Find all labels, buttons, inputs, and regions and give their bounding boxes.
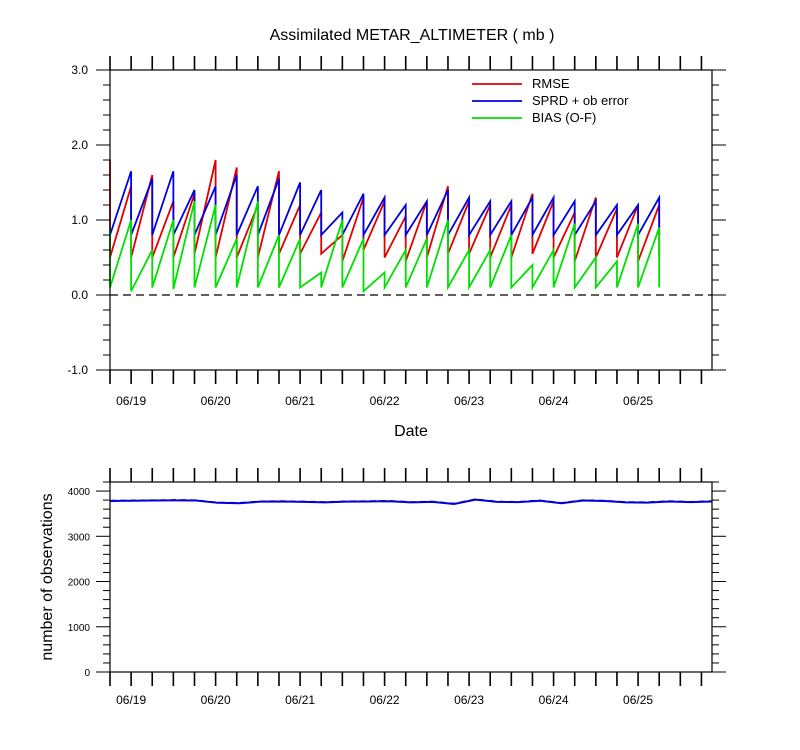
bottom-x-tick-label: 06/24 xyxy=(539,693,569,707)
series-line-bias xyxy=(109,201,661,294)
x-axis-label: Date xyxy=(394,423,428,440)
bottom-x-tick-label: 06/21 xyxy=(285,693,315,707)
top-x-tick-label: 06/19 xyxy=(116,394,146,408)
bottom-y-tick-label: 1000 xyxy=(68,623,91,634)
bottom-y-tick-label: 4000 xyxy=(68,487,91,498)
top-y-tick-label: 3.0 xyxy=(71,63,88,77)
top-tick-group xyxy=(96,56,726,384)
y-axis-label-observations: number of observations xyxy=(39,493,56,660)
bottom-y-tick-labels: 0 1000 2000 3000 4000 xyxy=(68,487,91,679)
bottom-tick-group xyxy=(96,468,726,686)
top-x-tick-label: 06/21 xyxy=(285,394,315,408)
top-y-tick-label: 2.0 xyxy=(71,138,88,152)
top-x-tick-label: 06/25 xyxy=(623,394,653,408)
bottom-x-tick-label: 06/25 xyxy=(623,693,653,707)
bottom-x-tick-labels: 06/19 06/20 06/21 06/22 06/23 06/24 06/25 xyxy=(116,693,653,707)
bottom-y-tick-label: 0 xyxy=(84,668,90,679)
legend-label-sprd: SPRD + ob error xyxy=(532,93,629,108)
legend-label-rmse: RMSE xyxy=(532,76,570,91)
top-x-tick-label: 06/22 xyxy=(370,394,400,408)
top-y-tick-label: -1.0 xyxy=(67,363,88,377)
top-x-tick-label: 06/20 xyxy=(201,394,231,408)
legend: RMSE SPRD + ob error BIAS (O-F) xyxy=(472,76,629,125)
legend-label-bias: BIAS (O-F) xyxy=(532,110,596,125)
bottom-series-group xyxy=(109,498,713,505)
series-line-sprd xyxy=(109,170,661,239)
bottom-x-tick-label: 06/19 xyxy=(116,693,146,707)
bottom-x-tick-label: 06/22 xyxy=(370,693,400,707)
bottom-x-tick-label: 06/20 xyxy=(201,693,231,707)
top-y-tick-labels: -1.0 0.0 1.0 2.0 3.0 xyxy=(67,63,88,377)
bottom-plot-frame xyxy=(109,481,713,673)
bottom-x-tick-label: 06/23 xyxy=(454,693,484,707)
top-series-group xyxy=(109,159,661,294)
bottom-y-tick-label: 3000 xyxy=(68,532,91,543)
top-y-tick-label: 0.0 xyxy=(71,288,88,302)
bottom-y-tick-label: 2000 xyxy=(68,578,91,589)
top-x-tick-labels: 06/19 06/20 06/21 06/22 06/23 06/24 06/25 xyxy=(116,394,653,408)
obs-count-line-assimilated xyxy=(109,498,713,505)
top-y-tick-label: 1.0 xyxy=(71,213,88,227)
top-x-tick-label: 06/24 xyxy=(539,394,569,408)
top-x-tick-label: 06/23 xyxy=(454,394,484,408)
chart-title: Assimilated METAR_ALTIMETER ( mb ) xyxy=(270,27,555,44)
